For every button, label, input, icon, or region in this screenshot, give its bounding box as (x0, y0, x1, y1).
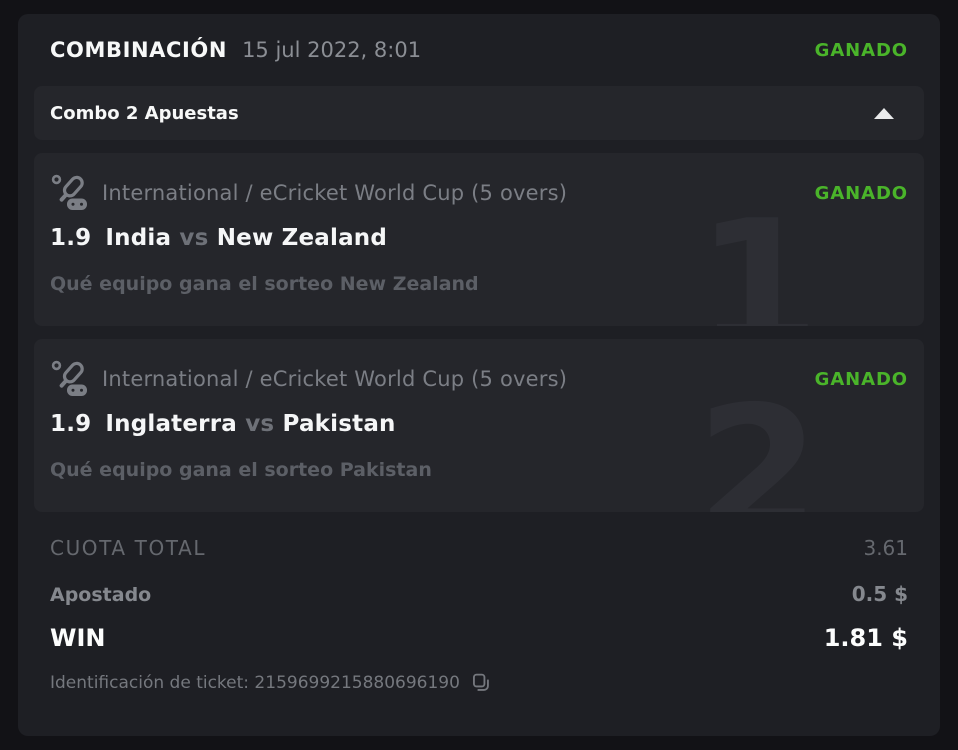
ticket-id-text: Identificación de ticket: 21596992158806… (50, 672, 460, 693)
combo-collapse-bar[interactable]: Combo 2 Apuestas (34, 86, 924, 140)
bet-status-badge: GANADO (814, 182, 908, 204)
vs-separator: vs (245, 411, 275, 437)
copy-ticket-id-button[interactable] (470, 672, 491, 693)
bet-card-1: 1 International / eCricket World Cup (5 … (34, 153, 924, 326)
ticket-id-row: Identificación de ticket: 21596992158806… (34, 672, 924, 693)
ticket-status-badge: GANADO (814, 39, 908, 61)
win-value: 1.81 $ (823, 624, 908, 652)
market-selection: Qué equipo gana el sorteo Pakistan (50, 459, 432, 481)
vs-separator: vs (179, 225, 209, 251)
match-line: 1.9 India vs New Zealand (50, 225, 908, 251)
match-line: 1.9 Inglaterra vs Pakistan (50, 411, 908, 437)
bet-number-watermark: 1 (696, 182, 820, 327)
stake-label: Apostado (50, 584, 152, 606)
ecricket-bat-gamepad-icon (50, 173, 90, 213)
ticket-header: COMBINACIÓN 15 jul 2022, 8:01 GANADO (34, 14, 924, 86)
bet-ticket-panel: COMBINACIÓN 15 jul 2022, 8:01 GANADO Com… (18, 14, 940, 736)
total-odds-row: CUOTA TOTAL 3.61 (34, 536, 924, 560)
combo-label: Combo 2 Apuestas (50, 102, 239, 124)
stake-row: Apostado 0.5 $ (34, 582, 924, 606)
team-home: Inglaterra (105, 411, 237, 437)
league-name: International / eCricket World Cup (5 ov… (102, 367, 568, 391)
market-selection: Qué equipo gana el sorteo New Zealand (50, 273, 479, 295)
stake-value: 0.5 $ (851, 582, 908, 606)
total-odds-value: 3.61 (863, 536, 908, 560)
bet-status-badge: GANADO (814, 368, 908, 390)
copy-icon (470, 672, 491, 693)
win-label: WIN (50, 624, 106, 652)
bet-odds: 1.9 (50, 225, 92, 251)
bet-card-2: 2 International / eCricket World Cup (5 … (34, 339, 924, 512)
ticket-type-title: COMBINACIÓN (50, 38, 228, 62)
ecricket-bat-gamepad-icon (50, 359, 90, 399)
league-name: International / eCricket World Cup (5 ov… (102, 181, 568, 205)
win-row: WIN 1.81 $ (34, 624, 924, 652)
bet-number-watermark: 2 (696, 368, 820, 513)
team-away: Pakistan (282, 411, 396, 437)
total-odds-label: CUOTA TOTAL (50, 536, 207, 560)
team-home: India (105, 225, 172, 251)
bet-odds: 1.9 (50, 411, 92, 437)
ticket-date: 15 jul 2022, 8:01 (242, 38, 422, 62)
chevron-up-icon (874, 107, 894, 119)
team-away: New Zealand (216, 225, 388, 251)
